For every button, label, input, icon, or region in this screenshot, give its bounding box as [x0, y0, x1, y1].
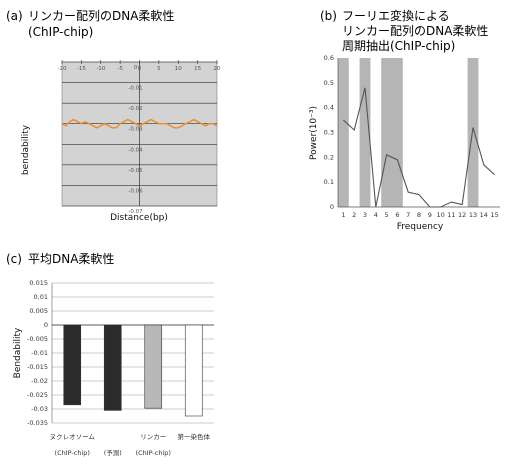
panel-b-x-tick-label: 7: [406, 211, 410, 219]
panel-a-y-tick-label: -0.03: [128, 127, 143, 133]
panel-c-bar: [144, 324, 163, 409]
panel-a-grid: [62, 61, 217, 207]
panel-b-x-tick-label: 2: [352, 211, 356, 219]
panel-c-x-label-line-2: (ChIP-chip): [55, 449, 90, 457]
panel-c-label: (c): [6, 252, 22, 266]
panel-c-y-axis-label: Bendability: [13, 327, 23, 378]
panel-a: (a) リンカー配列のDNA柔軟性 (ChIP-chip) -20 -15 -10-…: [6, 8, 221, 223]
panel-a-x-axis-label: Distance(bp): [110, 213, 168, 223]
panel-c-x-labels: ヌクレオソーム (ChIP-chip) (予測) リンカー (ChIP-chip) 第一染…: [50, 432, 211, 457]
panel-a-title-line-1: リンカー配列のDNA柔軟性: [28, 8, 174, 23]
panel-b-x-tick-label: 6: [395, 211, 399, 219]
panel-c-x-label-line-2: (予測): [104, 448, 122, 457]
panel-b-x-tick-label: 15: [490, 211, 498, 219]
panel-a-x-ticks: -20 -15 -10 -5 0 5 10 15 20: [58, 60, 221, 72]
panel-a-y-axis-label: bendability: [21, 124, 31, 175]
panel-b-highlight-band: [359, 58, 371, 207]
panel-b-x-tick-label: 12: [458, 211, 466, 219]
panel-c-y-tick-label: -0.01: [31, 349, 48, 357]
panel-c-y-tick-label: -0.03: [31, 405, 48, 413]
panel-b-y-tick-label: 0.6: [324, 54, 334, 62]
panel-a-x-tick-label: -5: [117, 66, 123, 72]
panel-c-bar: [184, 324, 203, 417]
panel-a-x-tick-label: -10: [96, 66, 105, 72]
panel-b-x-tick-label: 13: [469, 211, 477, 219]
panel-b-x-axis-label: Frequency: [397, 222, 444, 232]
panel-a-series-line: [61, 118, 218, 129]
panel-b-x-tick-label: 1: [341, 211, 345, 219]
panel-a-y-tick-label: -0.06: [128, 188, 143, 194]
panel-b-highlight-band: [338, 58, 349, 207]
panel-a-label: (a): [6, 9, 23, 23]
panel-a-title-line-2: (ChIP-chip): [28, 25, 93, 39]
panel-a-x-tick-label: 15: [194, 66, 201, 72]
panel-a-y-tick-label: 0: [134, 65, 138, 71]
panel-a-y-tick-label: -0.05: [128, 168, 143, 174]
panel-b-highlight-band: [467, 58, 479, 207]
panel-c-y-tick-label: 0.01: [34, 293, 48, 301]
panel-b-x-tick-label: 4: [374, 211, 378, 219]
panel-a-x-tick-label: -15: [77, 66, 86, 72]
panel-b-x-tick-label: 5: [385, 211, 389, 219]
panel-c-y-tick-label: 0: [44, 321, 48, 329]
panel-b-series-line: [343, 87, 495, 208]
panel-a-y-tick-label: -0.07: [128, 209, 143, 215]
panel-a-x-tick-label: 10: [175, 66, 182, 72]
panel-a-x-tick-label: 0: [138, 66, 142, 72]
panel-b-x-tick-label: 9: [428, 211, 432, 219]
panel-b-y-tick-label: 0.1: [324, 178, 334, 186]
panel-c-y-tick-label: -0.005: [27, 335, 48, 343]
panel-c-y-tick-label: -0.02: [31, 377, 48, 385]
panel-b-label: (b): [320, 9, 337, 23]
panel-b-y-ticks: 0 0.1 0.2 0.3 0.4 0.5 0.6: [324, 54, 334, 211]
panel-c-y-tick-label: -0.025: [27, 391, 48, 399]
panel-a-y-ticks: 0 -0.01 -0.02 -0.03 -0.04 -0.05 -0.06 -0.07: [128, 65, 143, 215]
panel-b-y-tick-label: 0: [330, 203, 334, 211]
panel-a-y-tick-label: -0.01: [128, 86, 142, 92]
panel-b-y-tick-label: 0.4: [324, 104, 334, 112]
panel-c-x-label-line-2: (ChIP-chip): [136, 449, 171, 457]
panel-b-title-line-2: リンカー配列のDNA柔軟性: [342, 23, 488, 38]
panel-b-title-line-3: 周期抽出(ChIP-chip): [342, 39, 455, 53]
panel-a-y-tick-label: -0.02: [128, 106, 142, 112]
panel-b-y-tick-label: 0.2: [324, 153, 334, 161]
panel-b-y-tick-label: 0.5: [324, 79, 334, 87]
panel-c-y-tick-label: 0.005: [29, 307, 48, 315]
panel-b-y-axis-label: Power(10⁻³): [309, 106, 319, 160]
panel-a-x-tick-label: -20: [58, 66, 67, 72]
panel-a-x-tick-label: 5: [157, 66, 161, 72]
panel-b-y-tick-label: 0.3: [324, 129, 334, 137]
panel-c-bar: [63, 324, 82, 406]
panel-b: (b) フーリエ変換による リンカー配列のDNA柔軟性 周期抽出(ChIP-ch…: [309, 8, 500, 232]
panel-c-y-tick-label: -0.035: [27, 419, 48, 427]
panel-a-x-tick-label: 20: [214, 66, 221, 72]
panel-c-x-label-line-1: 第一染色体: [178, 432, 211, 441]
panel-c-y-tick-label: -0.015: [27, 363, 48, 371]
panel-b-x-tick-label: 3: [363, 211, 367, 219]
panel-b-title-line-1: フーリエ変換による: [342, 8, 450, 23]
panel-c: (c) 平均DNA柔軟性 0.015 0.01 0.005 0 -0.005 -0.01 -…: [6, 251, 214, 457]
panel-c-x-label-line-1: リンカー: [140, 433, 166, 441]
panel-c-x-label-line-1: ヌクレオソーム: [50, 433, 96, 441]
panel-b-x-tick-label: 8: [417, 211, 421, 219]
panel-a-y-tick-label: -0.04: [128, 147, 143, 153]
panel-b-x-tick-label: 11: [447, 211, 455, 219]
panel-b-x-ticks: 1 2 3 4 5 6 7 8 9 10 11 12 13 14 15: [341, 211, 498, 219]
panel-c-y-ticks: 0.015 0.01 0.005 0 -0.005 -0.01 -0.015 -0.02 -0.…: [27, 279, 48, 427]
panel-b-x-tick-label: 14: [480, 211, 488, 219]
panel-c-title: 平均DNA柔軟性: [28, 251, 114, 266]
panel-b-highlight-band: [381, 58, 403, 207]
panel-b-x-tick-label: 10: [436, 211, 444, 219]
panel-c-bar: [103, 324, 122, 411]
panel-b-axes: [337, 58, 500, 208]
panel-b-highlight-bands: [338, 58, 479, 207]
panel-c-y-tick-label: 0.015: [29, 279, 48, 287]
panel-c-bars: [63, 324, 203, 417]
